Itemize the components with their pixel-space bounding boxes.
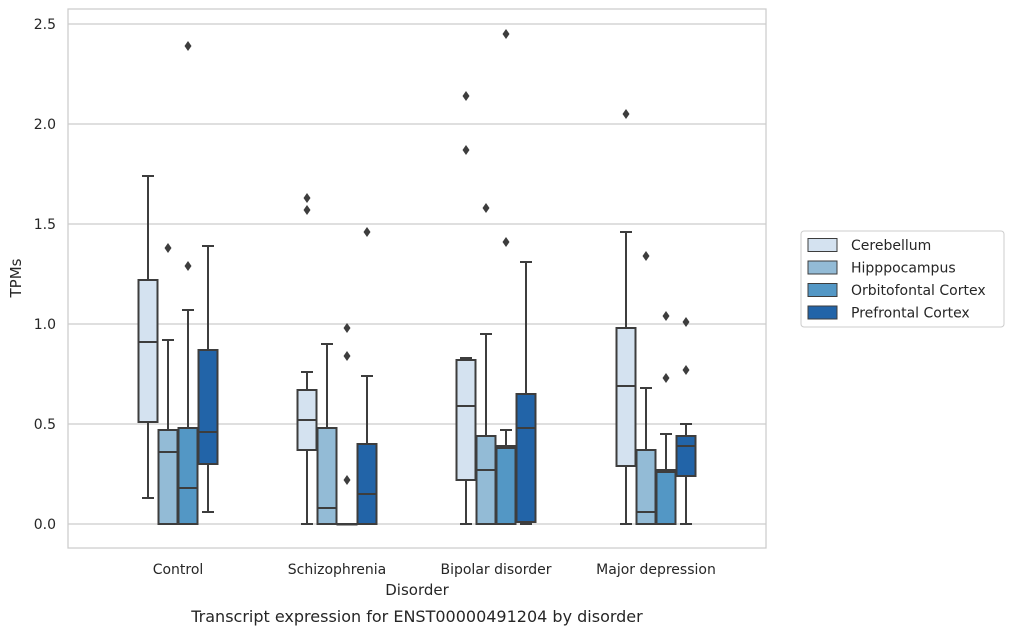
y-tick-label: 0.5 <box>34 417 56 433</box>
legend-swatch <box>807 305 838 320</box>
box-cerebellum <box>296 193 318 525</box>
y-tick-label: 0.0 <box>34 517 56 533</box>
box-hipppocampus <box>157 243 179 525</box>
plot-marks <box>137 29 697 526</box>
box-hipppocampus <box>475 203 497 525</box>
outlier-point <box>184 261 192 271</box>
y-axis-title: TPMs <box>7 258 25 298</box>
outlier-point <box>303 205 311 215</box>
y-tick-labels: 0.0 0.5 1.0 1.5 2.0 2.5 <box>34 17 56 533</box>
y-tick-label: 1.5 <box>34 217 56 233</box>
x-axis-title: Disorder <box>385 581 449 599</box>
box-iqr <box>177 427 199 525</box>
legend-label: Prefrontal Cortex <box>851 306 970 322</box>
box-hipppocampus <box>316 343 338 525</box>
outlier-point <box>462 145 470 155</box>
outlier-point <box>184 41 192 51</box>
legend-label: Hipppocampus <box>851 261 956 277</box>
outlier-point <box>164 243 172 253</box>
box-iqr <box>615 327 637 467</box>
x-tick-label: Control <box>153 562 204 578</box>
outlier-point <box>682 365 690 375</box>
legend-swatch <box>807 238 838 252</box>
box-prefrontal-cortex <box>356 227 378 525</box>
box-iqr <box>455 359 477 481</box>
legend-label: Cerebellum <box>851 238 931 254</box>
legend: Cerebellum Hipppocampus Orbitofontal Corte… <box>800 230 1005 328</box>
outlier-point <box>502 29 510 39</box>
outlier-point <box>502 237 510 247</box>
box-iqr <box>316 427 338 525</box>
outlier-point <box>482 203 490 213</box>
box-iqr <box>475 435 497 525</box>
box-iqr <box>356 443 378 525</box>
box-hipppocampus <box>635 251 657 525</box>
box-orbitofontal-cortex <box>655 311 677 525</box>
outlier-point <box>662 373 670 383</box>
box-cerebellum <box>615 109 637 525</box>
outlier-point <box>662 311 670 321</box>
x-tick-labels: Control Schizophrenia Bipolar disorder Majo… <box>153 562 716 578</box>
box-iqr <box>495 445 517 525</box>
box-iqr <box>137 279 159 423</box>
box-cerebellum <box>455 91 477 525</box>
y-tick-label: 2.5 <box>34 17 56 33</box>
box-iqr <box>515 393 537 523</box>
outlier-point <box>343 323 351 333</box>
outlier-point <box>343 475 351 485</box>
legend-label: Orbitofontal Cortex <box>851 283 986 299</box>
box-prefrontal-cortex <box>515 261 537 525</box>
box-iqr <box>197 349 219 465</box>
chart-caption: Transcript expression for ENST0000049120… <box>190 607 643 626</box>
plot-area-frame <box>67 8 767 549</box>
outlier-point <box>622 109 630 119</box>
y-tick-label: 1.0 <box>34 317 56 333</box>
box-iqr <box>675 435 697 477</box>
outlier-point <box>682 317 690 327</box>
outlier-point <box>462 91 470 101</box>
legend-swatch <box>807 260 838 275</box>
outlier-point <box>642 251 650 261</box>
x-tick-label: Schizophrenia <box>288 562 386 578</box>
box-cerebellum <box>137 175 159 499</box>
box-prefrontal-cortex <box>675 317 697 525</box>
legend-swatch <box>807 283 838 297</box>
y-tick-label: 2.0 <box>34 117 56 133</box>
outlier-point <box>303 193 311 203</box>
box-prefrontal-cortex <box>197 245 219 513</box>
box-iqr <box>655 469 677 525</box>
x-tick-label: Major depression <box>596 562 716 578</box>
box-orbitofontal-cortex <box>495 29 517 525</box>
box-orbitofontal-cortex <box>336 323 358 526</box>
legend-frame <box>800 230 1005 328</box>
outlier-point <box>343 351 351 361</box>
box-orbitofontal-cortex <box>177 41 199 525</box>
outlier-point <box>363 227 371 237</box>
box-iqr <box>157 429 179 525</box>
x-tick-label: Bipolar disorder <box>440 562 551 578</box>
